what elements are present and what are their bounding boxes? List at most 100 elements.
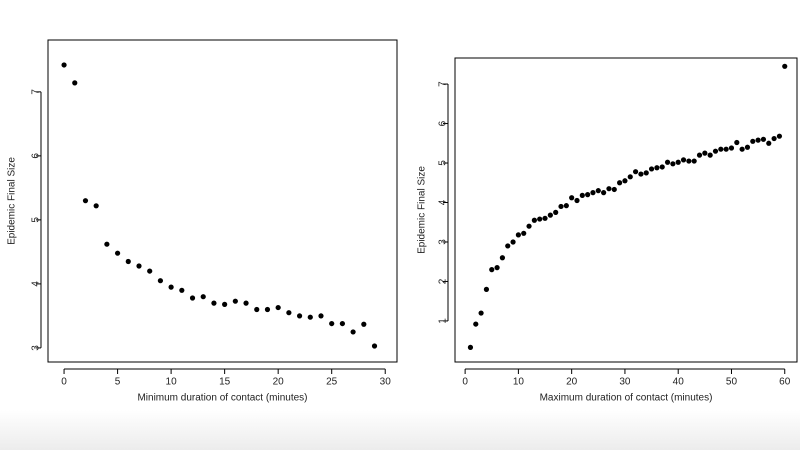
- point: [339, 320, 346, 327]
- x-tick-label: 60: [779, 377, 791, 388]
- point: [750, 138, 756, 144]
- point: [782, 63, 788, 69]
- point: [61, 62, 67, 68]
- point: [157, 278, 164, 284]
- point: [627, 174, 633, 180]
- y-tick-label: 2: [438, 278, 449, 284]
- point: [744, 144, 751, 150]
- point: [718, 146, 724, 152]
- point: [82, 198, 89, 204]
- y-tick-label: 6: [31, 153, 42, 159]
- point: [622, 178, 628, 184]
- point: [680, 157, 687, 163]
- y-tick-label: 5: [31, 217, 42, 223]
- x-tick-label: 10: [513, 377, 525, 388]
- point: [734, 139, 740, 146]
- point: [611, 186, 617, 193]
- point: [200, 294, 206, 300]
- point: [505, 243, 511, 249]
- point: [643, 170, 649, 176]
- x-axis-title: Maximum duration of contact (minutes): [540, 393, 713, 404]
- y-tick-label: 7: [31, 89, 42, 95]
- point: [675, 159, 681, 165]
- point: [467, 344, 474, 350]
- y-tick-label: 3: [31, 345, 42, 351]
- point: [595, 188, 601, 194]
- plot-frame: [47, 39, 398, 363]
- point: [632, 169, 639, 175]
- point: [72, 80, 78, 86]
- point: [776, 133, 783, 139]
- background-band: [0, 410, 800, 450]
- point: [601, 190, 607, 196]
- x-tick-label: 10: [166, 377, 178, 388]
- point: [307, 314, 313, 320]
- point: [510, 239, 516, 245]
- point: [264, 306, 271, 313]
- point: [755, 137, 761, 143]
- y-tick-label: 1: [438, 318, 449, 324]
- point: [670, 161, 676, 167]
- point: [686, 158, 692, 164]
- point: [515, 232, 521, 238]
- point: [702, 150, 708, 156]
- point: [739, 146, 745, 152]
- point: [104, 241, 110, 247]
- point: [350, 329, 356, 335]
- point: [569, 195, 575, 201]
- point: [760, 136, 767, 142]
- x-tick-label: 30: [380, 377, 392, 388]
- point: [243, 300, 249, 306]
- point: [222, 301, 228, 307]
- point: [296, 313, 303, 319]
- point: [648, 166, 655, 172]
- point: [707, 152, 713, 158]
- point: [318, 313, 324, 319]
- point: [125, 258, 131, 265]
- x-tick-label: 40: [673, 377, 685, 388]
- y-tick-label: 4: [438, 199, 449, 205]
- point: [114, 250, 121, 256]
- point: [168, 284, 174, 290]
- y-tick-label: 3: [438, 239, 449, 245]
- x-tick-label: 20: [566, 377, 578, 388]
- point: [521, 230, 527, 236]
- point: [606, 186, 612, 192]
- point: [526, 223, 532, 229]
- point: [371, 343, 378, 349]
- point: [563, 203, 569, 209]
- point: [723, 146, 729, 152]
- plot-frame: [454, 57, 798, 363]
- point: [232, 298, 238, 304]
- point: [489, 267, 495, 273]
- x-tick-label: 0: [61, 377, 67, 388]
- point: [553, 209, 559, 215]
- point: [542, 215, 548, 221]
- point: [558, 203, 564, 210]
- point: [93, 203, 99, 209]
- point: [329, 320, 335, 327]
- point: [728, 145, 735, 151]
- point: [189, 295, 196, 301]
- x-axis-title: Minimum duration of contact (minutes): [137, 393, 307, 404]
- y-tick-label: 5: [438, 160, 449, 166]
- y-tick-label: 7: [438, 81, 449, 87]
- point: [361, 321, 367, 327]
- point: [654, 165, 660, 171]
- point: [547, 212, 553, 218]
- x-tick-label: 15: [219, 377, 231, 388]
- point: [473, 321, 479, 327]
- x-tick-label: 30: [619, 377, 631, 388]
- point: [659, 164, 665, 170]
- point: [537, 216, 543, 222]
- y-axis-title: Epidemic Final Size: [417, 166, 428, 254]
- point: [254, 306, 260, 313]
- point: [574, 197, 580, 204]
- point: [664, 159, 671, 165]
- x-tick-label: 50: [726, 377, 738, 388]
- x-tick-label: 20: [273, 377, 285, 388]
- point: [275, 304, 281, 311]
- y-tick-label: 4: [31, 281, 42, 287]
- point: [696, 152, 703, 158]
